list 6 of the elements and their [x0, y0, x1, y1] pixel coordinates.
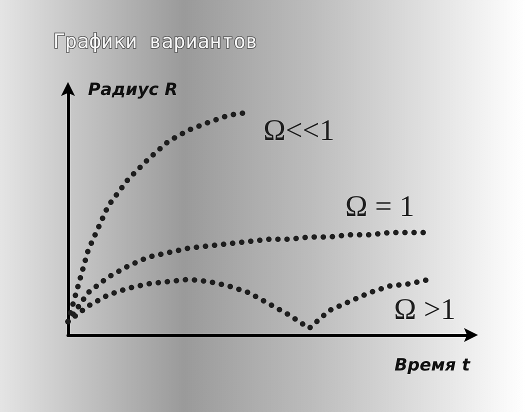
- chart-title: Графики вариантов: [53, 29, 258, 53]
- x-axis-title: Время t: [394, 356, 471, 376]
- series-label: Ω = 1: [345, 190, 414, 224]
- series-label: Ω >1: [394, 292, 456, 326]
- series-label: Ω<<1: [263, 114, 334, 147]
- y-axis-title: Радиус R: [88, 80, 178, 100]
